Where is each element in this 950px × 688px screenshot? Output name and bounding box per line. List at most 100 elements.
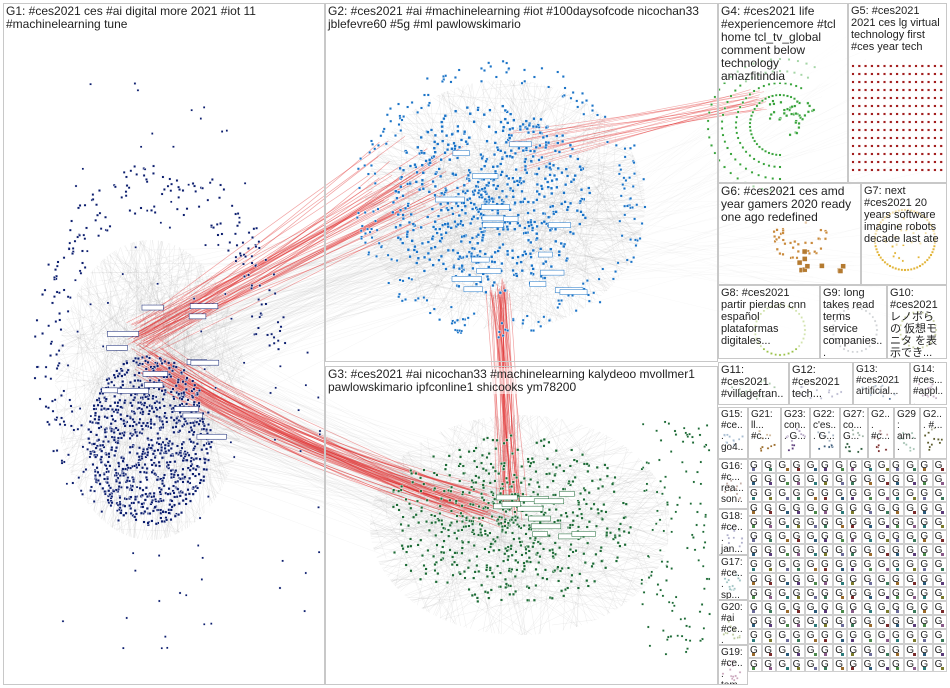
g1-node	[180, 511, 184, 515]
mini-group-cell: G	[819, 459, 834, 474]
mini-group-cell: G	[748, 530, 763, 545]
mini-group-cell: G	[748, 501, 763, 516]
mini-group-dot	[851, 624, 855, 628]
mini-group-cell: G	[833, 657, 848, 672]
mini-group-cell: G	[804, 558, 819, 573]
mini-group-dot	[940, 539, 944, 543]
mini-group-cell: G	[861, 629, 876, 644]
g1-node	[155, 408, 159, 412]
g1-node	[184, 382, 188, 386]
mini-group-dot	[923, 553, 927, 557]
g1-node	[99, 408, 103, 412]
mini-group-cell: G	[833, 572, 848, 587]
mini-group-dot	[752, 652, 755, 656]
g1-node	[202, 479, 206, 483]
mini-group-dot	[940, 482, 944, 486]
group-panel-g16: G16: #c... rea... son...	[718, 459, 748, 509]
g1-node	[209, 445, 213, 449]
mini-group-cell: G	[762, 572, 777, 587]
g1-node	[114, 449, 118, 453]
mini-group-cell: G	[762, 558, 777, 573]
mini-group-cell: G	[790, 459, 805, 474]
g1-node	[116, 401, 120, 405]
group-panel-g4: G4: #ces2021 life #experiencemore #tcl h…	[718, 3, 848, 183]
mini-group-cell: G	[776, 657, 791, 672]
mini-group-cell: G	[918, 459, 933, 474]
mini-group-cell: G	[932, 544, 947, 559]
mini-group-dot	[813, 567, 817, 571]
group-label-g14: G14: #ces... #appl...	[913, 364, 944, 404]
g1-node	[186, 466, 190, 470]
mini-group-cell: G	[890, 572, 905, 587]
mini-group-dot	[796, 496, 800, 500]
mini-group-cell: G	[861, 615, 876, 630]
mini-group-cell: G	[748, 615, 763, 630]
mini-group-cell: G	[890, 629, 905, 644]
mini-group-cell: G	[790, 530, 805, 545]
group-label-g7: G7: next #ces2021 20 years software imag…	[864, 185, 944, 245]
g1-node	[140, 355, 144, 359]
g1-node	[163, 446, 167, 450]
mini-group-dot	[913, 624, 917, 628]
mini-group-cell: G	[890, 473, 905, 488]
mini-group-cell: G	[762, 615, 777, 630]
g1-node	[194, 452, 198, 456]
mini-group-dot	[885, 638, 889, 642]
mini-group-dot	[752, 666, 755, 670]
mini-group-dot	[896, 652, 899, 656]
g1-node	[154, 497, 158, 501]
g1-node	[133, 411, 137, 415]
g1-node	[132, 359, 136, 363]
mini-group-dot	[752, 496, 755, 500]
g1-node	[210, 440, 214, 444]
mini-group-dot	[769, 666, 773, 670]
g1-node	[136, 378, 140, 382]
mini-group-dot	[923, 666, 927, 670]
mini-group-dot	[885, 524, 889, 528]
g1-node	[98, 473, 102, 477]
mini-group-cell: G	[932, 657, 947, 672]
mini-group-dot	[868, 567, 872, 571]
g1-node	[92, 404, 96, 408]
group-label-g2: G2: #ces2021 #ai #machinelearning #iot #…	[328, 5, 715, 31]
mini-group-dot	[940, 624, 944, 628]
g1-node	[142, 447, 146, 451]
g1-node	[144, 492, 148, 496]
g1-node	[191, 472, 195, 476]
g1-node	[152, 461, 156, 465]
mini-group-cell: G	[875, 601, 890, 616]
g1-node	[157, 500, 161, 504]
mini-group-cell: G	[819, 530, 834, 545]
g1-node	[159, 516, 163, 520]
mini-group-dot	[940, 610, 944, 614]
g1-node	[139, 480, 143, 484]
mini-group-cell: G	[804, 586, 819, 601]
g1-node	[128, 436, 132, 440]
mini-group-cell: G	[748, 473, 763, 488]
mini-group-dot	[769, 553, 773, 557]
g1-node	[134, 422, 138, 426]
mini-group-cell: G	[790, 544, 805, 559]
g1-node	[169, 476, 173, 480]
g1-node	[94, 411, 98, 415]
mini-group-cell: G	[918, 601, 933, 616]
mini-group-dot	[868, 482, 872, 486]
mini-group-cell: G	[748, 487, 763, 502]
g1-node	[154, 464, 158, 468]
g1-node	[166, 492, 170, 496]
mini-group-dot	[824, 510, 827, 514]
mini-group-cell: G	[804, 487, 819, 502]
mini-group-dot	[868, 496, 872, 500]
g1-node	[181, 480, 185, 484]
g1-node	[152, 365, 156, 369]
g1-node	[162, 404, 166, 408]
mini-group-cell: G	[890, 657, 905, 672]
g1-node	[138, 486, 142, 490]
mini-group-cell: G	[918, 501, 933, 516]
g1-node	[135, 452, 139, 456]
g1-node	[170, 505, 174, 509]
mini-group-dot	[769, 595, 773, 599]
g1-node	[96, 470, 100, 474]
group-label-g12: G12: #ces2021 tech...	[792, 364, 850, 400]
g1-node	[129, 511, 133, 515]
